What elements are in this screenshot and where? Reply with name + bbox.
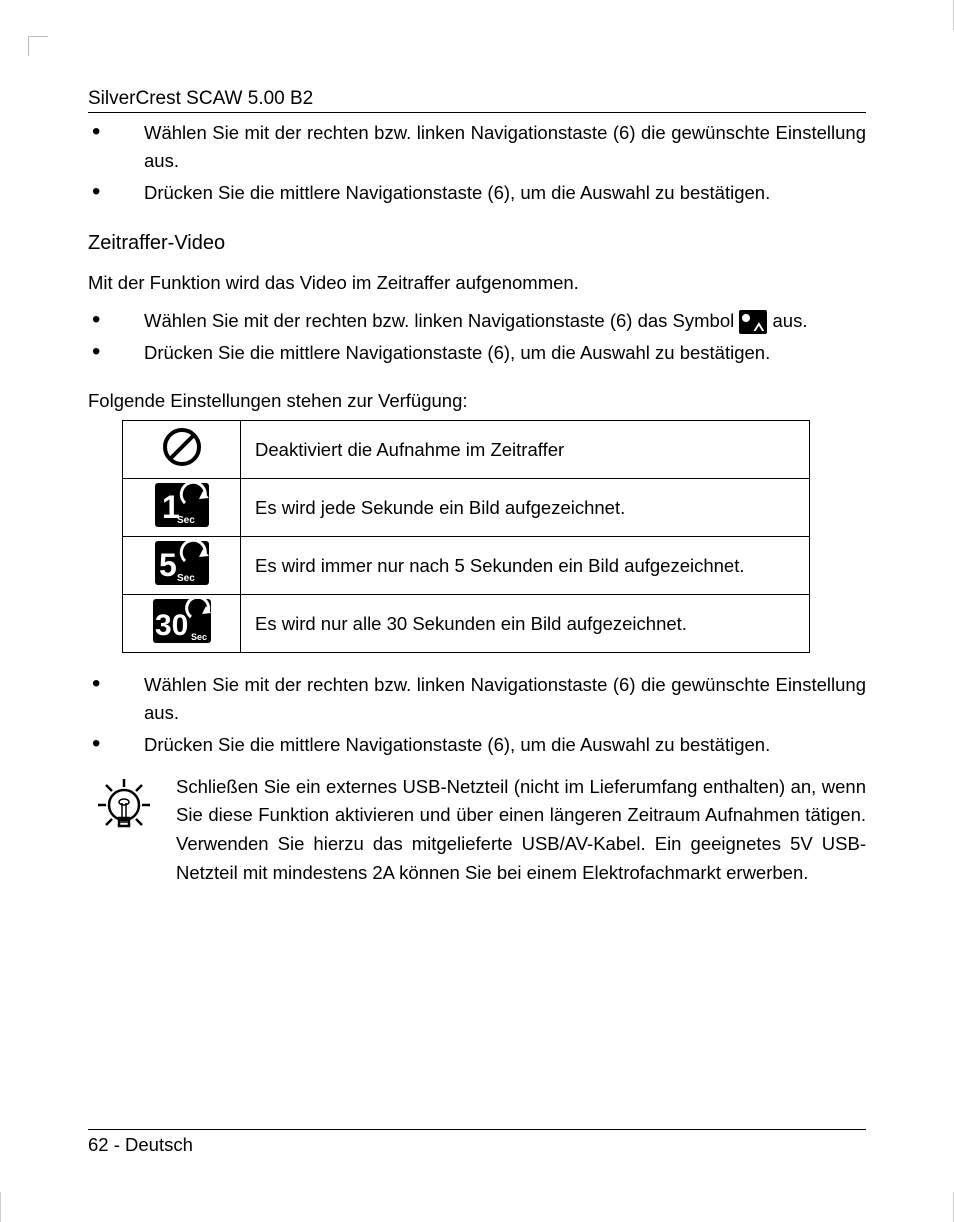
lightbulb-icon [92, 775, 156, 839]
svg-text:30: 30 [155, 609, 188, 642]
list-item: Wählen Sie mit der rechten bzw. linken N… [88, 119, 866, 175]
tip-text: Schließen Sie ein externes USB-Netzteil … [176, 773, 866, 888]
svg-text:5: 5 [159, 547, 177, 583]
table-cell-text: Es wird jede Sekunde ein Bild aufgezeich… [241, 479, 810, 537]
table-row: 30 Sec Es wird nur alle 30 Sekunden ein … [123, 595, 810, 653]
list-item: Drücken Sie die mittlere Navigationstast… [88, 179, 866, 207]
list-item: Wählen Sie mit der rechten bzw. linken N… [88, 307, 866, 335]
bullet-text-pre: Wählen Sie mit der rechten bzw. linken N… [144, 310, 739, 331]
interval-1sec-icon: 1 Sec [155, 483, 209, 527]
bottom-bullet-list: Wählen Sie mit der rechten bzw. linken N… [88, 671, 866, 758]
settings-table: Deaktiviert die Aufnahme im Zeitraffer 1… [122, 420, 810, 653]
tip-icon-wrap [88, 773, 158, 844]
svg-text:Sec: Sec [191, 632, 207, 642]
table-row: 5 Sec Es wird immer nur nach 5 Sekunden … [123, 537, 810, 595]
disabled-icon [161, 426, 203, 468]
table-row: Deaktiviert die Aufnahme im Zeitraffer [123, 421, 810, 479]
list-item: Drücken Sie die mittlere Navigationstast… [88, 731, 866, 759]
footer-text: 62 - Deutsch [88, 1134, 193, 1155]
list-item: Wählen Sie mit der rechten bzw. linken N… [88, 671, 866, 727]
table-cell-text: Deaktiviert die Aufnahme im Zeitraffer [241, 421, 810, 479]
icon-cell-1sec: 1 Sec [123, 479, 241, 537]
tip-block: Schließen Sie ein externes USB-Netzteil … [88, 773, 866, 888]
section-intro: Mit der Funktion wird das Video im Zeitr… [88, 269, 866, 297]
interval-30sec-icon: 30 Sec [153, 599, 211, 643]
list-item: Drücken Sie die mittlere Navigationstast… [88, 339, 866, 367]
table-cell-text: Es wird immer nur nach 5 Sekunden ein Bi… [241, 537, 810, 595]
svg-text:Sec: Sec [177, 573, 195, 584]
icon-cell-30sec: 30 Sec [123, 595, 241, 653]
top-bullet-list: Wählen Sie mit der rechten bzw. linken N… [88, 119, 866, 206]
interval-5sec-icon: 5 Sec [155, 541, 209, 585]
icon-cell-5sec: 5 Sec [123, 537, 241, 595]
table-intro: Folgende Einstellungen stehen zur Verfüg… [88, 387, 866, 415]
page-footer: 62 - Deutsch [88, 1129, 866, 1156]
section-heading: Zeitraffer-Video [88, 232, 866, 255]
icon-cell-disabled [123, 421, 241, 479]
page-header: SilverCrest SCAW 5.00 B2 [88, 88, 866, 113]
section-bullet-list: Wählen Sie mit der rechten bzw. linken N… [88, 307, 866, 367]
table-cell-text: Es wird nur alle 30 Sekunden ein Bild au… [241, 595, 810, 653]
table-row: 1 Sec Es wird jede Sekunde ein Bild aufg… [123, 479, 810, 537]
timelapse-icon [739, 310, 767, 334]
svg-text:Sec: Sec [177, 515, 195, 526]
bullet-text-post: aus. [767, 310, 807, 331]
